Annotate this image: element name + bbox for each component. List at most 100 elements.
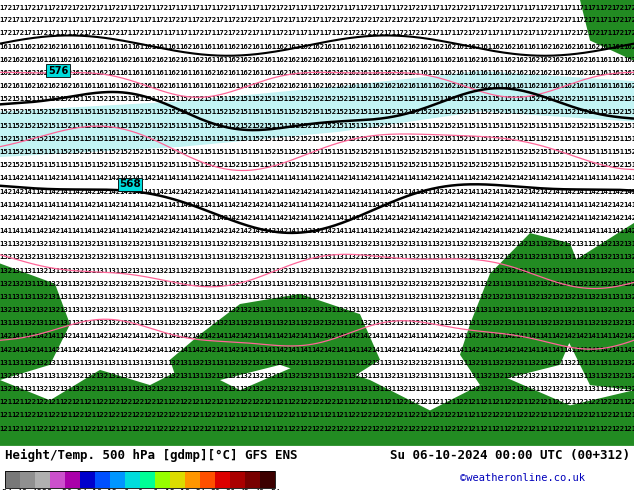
Text: 131: 131 (131, 268, 145, 273)
Text: 132: 132 (240, 307, 252, 313)
Text: 171: 171 (311, 30, 325, 36)
Text: 142: 142 (275, 346, 288, 353)
Text: 152: 152 (384, 109, 396, 116)
Text: 141: 141 (179, 228, 193, 234)
Text: 172: 172 (491, 5, 505, 11)
Text: 161: 161 (396, 70, 408, 76)
Text: 171: 171 (11, 5, 25, 11)
Text: 132: 132 (228, 241, 240, 247)
Text: 121: 121 (372, 399, 385, 405)
Text: 142: 142 (396, 228, 408, 234)
Text: 172: 172 (443, 17, 456, 23)
Text: 142: 142 (396, 334, 408, 340)
Text: 121: 121 (72, 426, 84, 432)
Text: 121: 121 (564, 399, 576, 405)
Text: 171: 171 (119, 17, 133, 23)
Text: 172: 172 (335, 30, 349, 36)
Text: 152: 152 (119, 149, 133, 155)
Text: 132: 132 (107, 294, 120, 300)
Text: 152: 152 (143, 136, 157, 142)
Text: 132: 132 (131, 294, 145, 300)
Text: 131: 131 (420, 241, 432, 247)
Text: 132: 132 (323, 281, 337, 287)
Text: 162: 162 (60, 83, 72, 89)
Text: 132: 132 (299, 307, 313, 313)
Text: 141: 141 (299, 175, 313, 181)
Text: 151: 151 (359, 109, 373, 116)
Text: 151: 151 (72, 162, 84, 168)
Text: 171: 171 (479, 30, 493, 36)
Text: 132: 132 (36, 386, 49, 392)
Text: 131: 131 (515, 294, 529, 300)
Text: 141: 141 (264, 215, 276, 221)
Text: 152: 152 (311, 97, 325, 102)
Text: 152: 152 (167, 109, 181, 116)
Text: 132: 132 (84, 281, 96, 287)
Text: 161: 161 (408, 70, 420, 76)
Text: 171: 171 (599, 17, 612, 23)
Text: 141: 141 (84, 334, 96, 340)
Text: 161: 161 (588, 83, 600, 89)
Text: 172: 172 (552, 17, 564, 23)
Text: 131: 131 (372, 294, 385, 300)
Text: 131: 131 (72, 360, 84, 366)
Text: 171: 171 (36, 5, 49, 11)
Text: 151: 151 (275, 136, 288, 142)
Text: 152: 152 (576, 122, 588, 129)
Text: 141: 141 (240, 189, 252, 195)
Text: 132: 132 (0, 386, 13, 392)
Text: 142: 142 (107, 334, 120, 340)
Text: 151: 151 (23, 109, 37, 116)
Text: 132: 132 (216, 386, 229, 392)
Text: 142: 142 (299, 228, 313, 234)
Text: 122: 122 (359, 426, 373, 432)
Text: 132: 132 (408, 320, 420, 326)
Text: 172: 172 (107, 5, 120, 11)
Text: 131: 131 (252, 241, 264, 247)
Text: 141: 141 (96, 215, 108, 221)
Text: 171: 171 (503, 5, 517, 11)
Text: 131: 131 (216, 254, 229, 260)
Text: 141: 141 (11, 228, 25, 234)
Text: 141: 141 (131, 334, 145, 340)
Text: 6: 6 (153, 489, 157, 490)
Text: 142: 142 (347, 189, 361, 195)
Text: 172: 172 (372, 17, 385, 23)
Text: 132: 132 (503, 386, 517, 392)
Text: ©weatheronline.co.uk: ©weatheronline.co.uk (460, 473, 585, 483)
Text: 142: 142 (96, 228, 108, 234)
Text: 142: 142 (623, 346, 634, 353)
Text: 161: 161 (576, 83, 588, 89)
Text: 161: 161 (191, 83, 205, 89)
Text: 151: 151 (252, 109, 264, 116)
Text: 151: 151 (143, 162, 157, 168)
Text: 151: 151 (216, 136, 229, 142)
Text: 151: 151 (623, 122, 634, 129)
Text: 161: 161 (11, 83, 25, 89)
Text: 131: 131 (335, 281, 349, 287)
Text: 142: 142 (204, 189, 217, 195)
Text: 151: 151 (432, 97, 444, 102)
Text: 131: 131 (167, 268, 181, 273)
Text: 161: 161 (527, 44, 541, 49)
Text: 132: 132 (576, 254, 588, 260)
Text: 142: 142 (228, 202, 240, 208)
Text: 122: 122 (72, 413, 84, 418)
Text: 151: 151 (264, 122, 276, 129)
Text: 162: 162 (443, 44, 456, 49)
Text: 142: 142 (191, 346, 205, 353)
Text: 141: 141 (408, 346, 420, 353)
Text: 122: 122 (588, 399, 600, 405)
Text: 172: 172 (623, 30, 634, 36)
Text: 141: 141 (131, 202, 145, 208)
Text: 132: 132 (36, 268, 49, 273)
Text: 132: 132 (228, 254, 240, 260)
Text: 141: 141 (143, 189, 157, 195)
Text: 131: 131 (0, 360, 13, 366)
Text: 172: 172 (155, 5, 169, 11)
Text: 152: 152 (396, 162, 408, 168)
Text: 152: 152 (11, 162, 25, 168)
Text: 42: 42 (240, 489, 250, 490)
Text: 122: 122 (216, 426, 229, 432)
Text: 121: 121 (420, 413, 432, 418)
